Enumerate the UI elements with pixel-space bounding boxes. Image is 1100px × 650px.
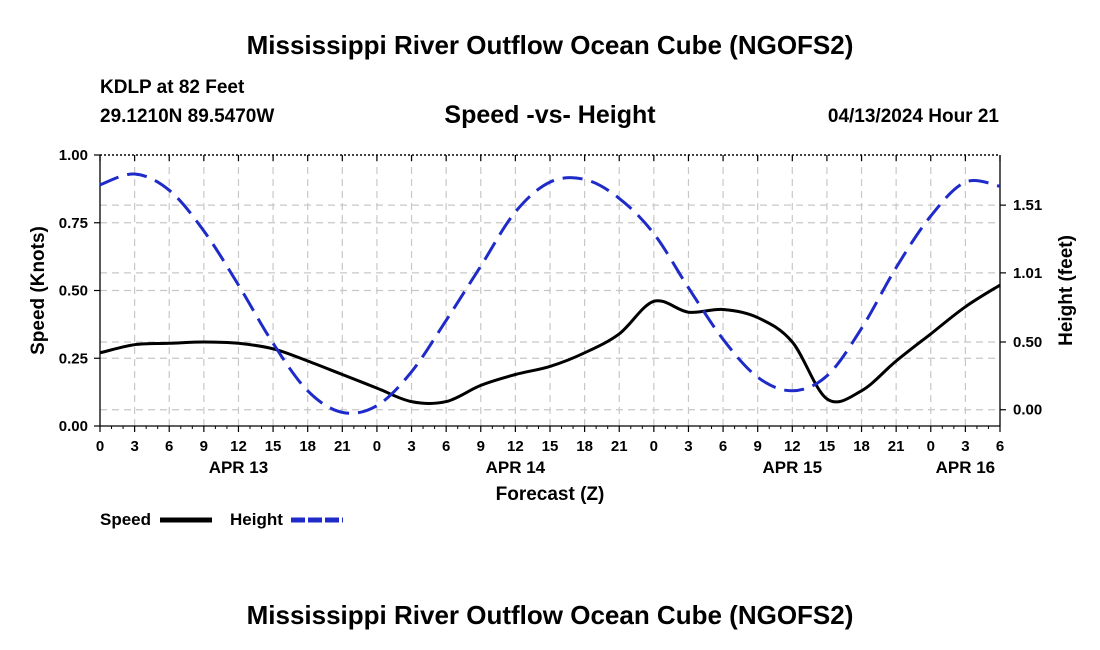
y-tick-label-left: 0.25	[59, 350, 88, 367]
x-tick-label: 21	[611, 438, 628, 455]
x-tick-label: 6	[996, 438, 1004, 455]
x-tick-label: 9	[477, 438, 485, 455]
day-label: APR 13	[209, 458, 269, 477]
day-label: APR 15	[763, 458, 823, 477]
x-tick-label: 18	[299, 438, 316, 455]
x-tick-label: 3	[684, 438, 692, 455]
x-tick-label: 6	[719, 438, 727, 455]
x-tick-label: 3	[130, 438, 138, 455]
x-tick-label: 12	[230, 438, 247, 455]
station-label: KDLP at 82 Feet	[100, 77, 245, 98]
speed-height-chart: 0 3 6 9 12 15 18 21 0 3 6 9 12 15 18 21 0 3 6 9 12 15 18 21 0 3 6A…	[28, 147, 1077, 529]
x-tick-label: 21	[888, 438, 905, 455]
x-tick-label: 12	[784, 438, 801, 455]
y-axis-title-left: Speed (Knots)	[28, 226, 49, 355]
x-tick-label: 0	[650, 438, 658, 455]
x-tick-label: 18	[576, 438, 593, 455]
station-coordinates: 29.1210N 89.5470W	[100, 106, 275, 127]
x-tick-label: 3	[961, 438, 969, 455]
y-tick-label-right: 1.51	[1013, 197, 1042, 214]
day-label: APR 14	[486, 458, 546, 477]
x-tick-label: 15	[542, 438, 559, 455]
y-tick-label-left: 0.75	[59, 215, 88, 232]
y-tick-label-right: 0.00	[1013, 402, 1042, 419]
forecast-datetime: 04/13/2024 Hour 21	[827, 106, 999, 127]
x-tick-label: 6	[442, 438, 450, 455]
footer-title: Mississippi River Outflow Ocean Cube (NG…	[246, 600, 854, 630]
y-tick-label-left: 0.00	[59, 418, 88, 435]
chart-subtitle: Speed -vs- Height	[444, 101, 656, 129]
y-tick-label-left: 1.00	[59, 147, 88, 164]
y-axis-title-right: Height (feet)	[1056, 235, 1077, 346]
y-tick-label-right: 1.01	[1013, 265, 1042, 282]
chart-title: Mississippi River Outflow Ocean Cube (NG…	[246, 30, 854, 60]
x-tick-label: 9	[754, 438, 762, 455]
y-tick-label-left: 0.50	[59, 283, 88, 300]
x-tick-label: 0	[373, 438, 381, 455]
x-tick-label: 15	[819, 438, 836, 455]
day-label: APR 16	[936, 458, 996, 477]
x-tick-label: 15	[265, 438, 282, 455]
x-tick-label: 21	[334, 438, 351, 455]
y-tick-label-right: 0.50	[1013, 334, 1042, 351]
x-tick-label: 3	[407, 438, 415, 455]
legend-label-height: Height	[230, 510, 283, 529]
series-height-line	[99, 172, 1001, 415]
x-tick-label: 12	[507, 438, 524, 455]
x-tick-label: 0	[927, 438, 935, 455]
legend-label-speed: Speed	[100, 510, 151, 529]
x-tick-label: 18	[853, 438, 870, 455]
x-tick-label: 6	[165, 438, 173, 455]
x-axis-title: Forecast (Z)	[496, 484, 605, 505]
x-tick-label: 0	[96, 438, 104, 455]
x-tick-label: 9	[200, 438, 208, 455]
series-speed-line	[99, 283, 1001, 405]
